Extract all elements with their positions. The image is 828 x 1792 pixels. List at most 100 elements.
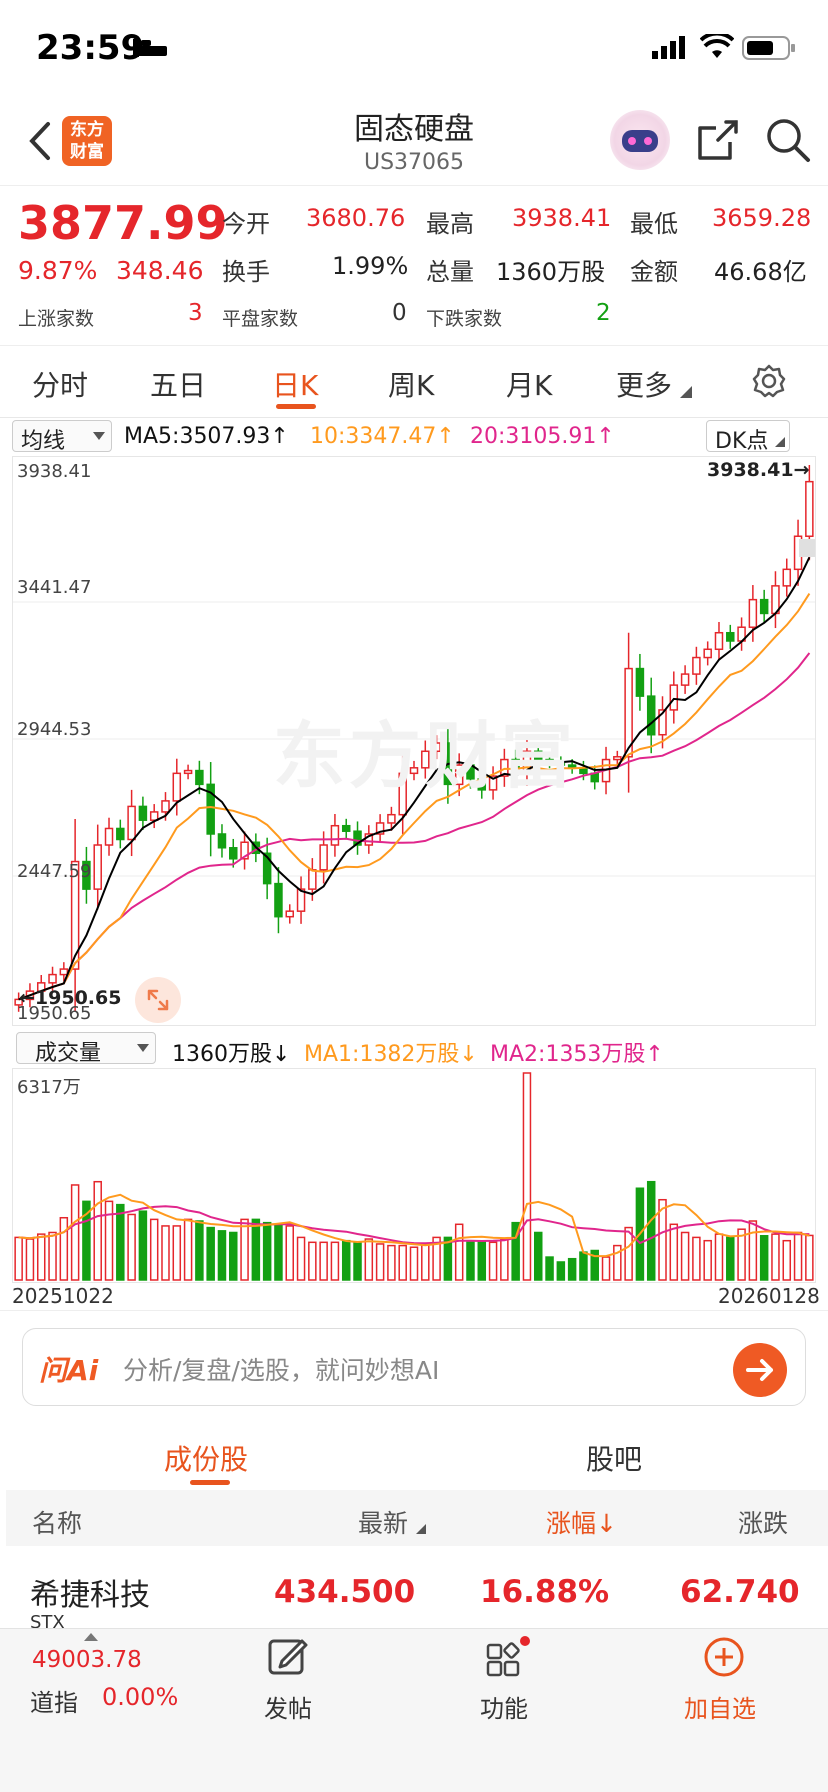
volume-ma1-line <box>18 1193 810 1258</box>
volume-ma2: MA2:1353万股↑ <box>490 1042 664 1067</box>
tab-intraday[interactable]: 分时 <box>32 369 89 402</box>
up-count-label: 上涨家数 <box>18 308 95 330</box>
max-marker: 3938.41→ <box>707 459 810 481</box>
amount-value: 46.68亿 <box>714 258 807 286</box>
candle <box>353 830 362 846</box>
period-tabs: 分时 五日 日K 周K 月K 更多 <box>0 346 828 418</box>
settings-icon[interactable] <box>752 364 786 398</box>
volume-bar <box>590 1249 599 1281</box>
tab-more[interactable]: 更多 <box>616 369 673 402</box>
volume-chart[interactable]: 6317万 <box>12 1068 816 1283</box>
candle <box>262 852 272 885</box>
volume-bar <box>409 1246 419 1281</box>
app-logo[interactable]: 东方 财富 <box>62 116 112 166</box>
volume-max-label: 6317万 <box>17 1077 81 1098</box>
flat-count: 0 <box>392 300 407 326</box>
index-ticker[interactable]: 49003.78 道指 0.00% <box>16 1629 186 1739</box>
candle <box>48 973 57 984</box>
volume-bar <box>613 1244 622 1281</box>
candle <box>522 750 532 775</box>
volume-bar <box>782 1239 792 1281</box>
post-button[interactable]: 发帖 <box>250 1635 330 1735</box>
functions-button[interactable]: 功能 <box>466 1635 546 1735</box>
volume-bar <box>522 1072 532 1281</box>
kline-chart[interactable]: 东方财富 3938.41 3441.47 2944.53 2447.59 195… <box>12 456 816 1026</box>
share-icon[interactable] <box>696 118 740 162</box>
right-scroll-handle[interactable] <box>799 539 815 557</box>
y-label-top: 3938.41 <box>17 461 92 482</box>
add-to-watchlist-button[interactable]: 加自选 <box>674 1635 774 1735</box>
volume-indicator-select[interactable]: 成交量 <box>16 1032 156 1066</box>
volume-bar <box>443 1236 453 1281</box>
volume-bar <box>703 1239 712 1281</box>
candle <box>613 756 622 761</box>
candle <box>138 805 148 821</box>
ai-submit-button[interactable] <box>733 1343 787 1397</box>
candle <box>375 822 385 835</box>
volume-bar <box>545 1256 554 1281</box>
candle <box>149 811 159 821</box>
index-name: 道指 <box>30 1689 78 1717</box>
tab-weekly-k[interactable]: 周K <box>388 369 435 402</box>
quote-panel: 3877.99 9.87% 348.46 今开 3680.76 最高 3938.… <box>0 186 828 346</box>
volume-label: 总量 <box>426 258 474 286</box>
index-value: 49003.78 <box>32 1647 142 1673</box>
col-latest[interactable]: 最新 <box>358 1509 409 1538</box>
volume-bar <box>183 1218 193 1281</box>
tab-daily-k[interactable]: 日K <box>272 369 319 402</box>
candle <box>93 844 102 890</box>
candle <box>308 869 317 890</box>
search-icon[interactable] <box>764 116 812 164</box>
tab-constituents[interactable]: 成份股 <box>164 1443 249 1476</box>
tab-monthly-k[interactable]: 月K <box>506 369 553 402</box>
change-percent: 9.87% <box>18 256 98 285</box>
header: 东方 财富 固态硬盘 US37065 <box>0 100 828 186</box>
volume-bar <box>149 1218 159 1281</box>
back-icon[interactable] <box>26 120 52 162</box>
table-row[interactable]: 希捷科技 STX 434.500 16.88% 62.740 <box>0 1546 828 1628</box>
dk-point-button[interactable]: DK点 <box>706 420 790 454</box>
open-label: 今开 <box>222 210 270 238</box>
ai-search-bar[interactable]: 问Ai 分析/复盘/选股，就问妙想AI <box>22 1328 806 1406</box>
active-tab-indicator <box>276 404 316 409</box>
candle <box>229 847 238 860</box>
candle <box>714 631 724 651</box>
volume-bar <box>726 1236 735 1281</box>
change-value: 348.46 <box>116 256 204 285</box>
volume-bar <box>421 1243 430 1281</box>
expand-icon <box>147 989 169 1011</box>
ai-placeholder: 分析/复盘/选股，就问妙想AI <box>123 1356 440 1385</box>
volume-bar <box>771 1233 780 1281</box>
ma10-line <box>18 593 811 1001</box>
last-price: 3877.99 <box>18 196 228 250</box>
volume-bar <box>692 1236 701 1281</box>
candle <box>217 833 227 849</box>
col-name[interactable]: 名称 <box>32 1509 83 1538</box>
candle <box>759 598 769 615</box>
down-count-label: 下跌家数 <box>426 308 503 330</box>
tab-five-day[interactable]: 五日 <box>150 369 207 402</box>
post-label: 发帖 <box>264 1695 312 1723</box>
candle <box>748 598 758 628</box>
col-change[interactable]: 涨跌 <box>738 1509 789 1538</box>
expand-chart-button[interactable] <box>135 977 181 1023</box>
tab-forum[interactable]: 股吧 <box>586 1443 643 1476</box>
candle <box>206 783 215 835</box>
ma5-line <box>18 556 811 1001</box>
candle <box>692 656 701 675</box>
low-value: 3659.28 <box>712 204 812 232</box>
volume-bar <box>93 1180 102 1281</box>
indicator-select[interactable]: 均线 <box>12 420 112 454</box>
candle <box>59 968 69 976</box>
candle <box>782 568 792 587</box>
volume-bar <box>669 1223 679 1281</box>
candle <box>82 860 91 890</box>
add-label: 加自选 <box>684 1695 756 1723</box>
ma20-line <box>18 652 811 1001</box>
volume-bar <box>195 1220 204 1281</box>
ai-robot-icon[interactable] <box>610 110 670 170</box>
volume-bar <box>341 1239 351 1281</box>
volume-bar <box>82 1200 91 1281</box>
col-change-percent[interactable]: 涨幅↓ <box>546 1509 617 1538</box>
volume-ma2-line <box>18 1205 810 1245</box>
